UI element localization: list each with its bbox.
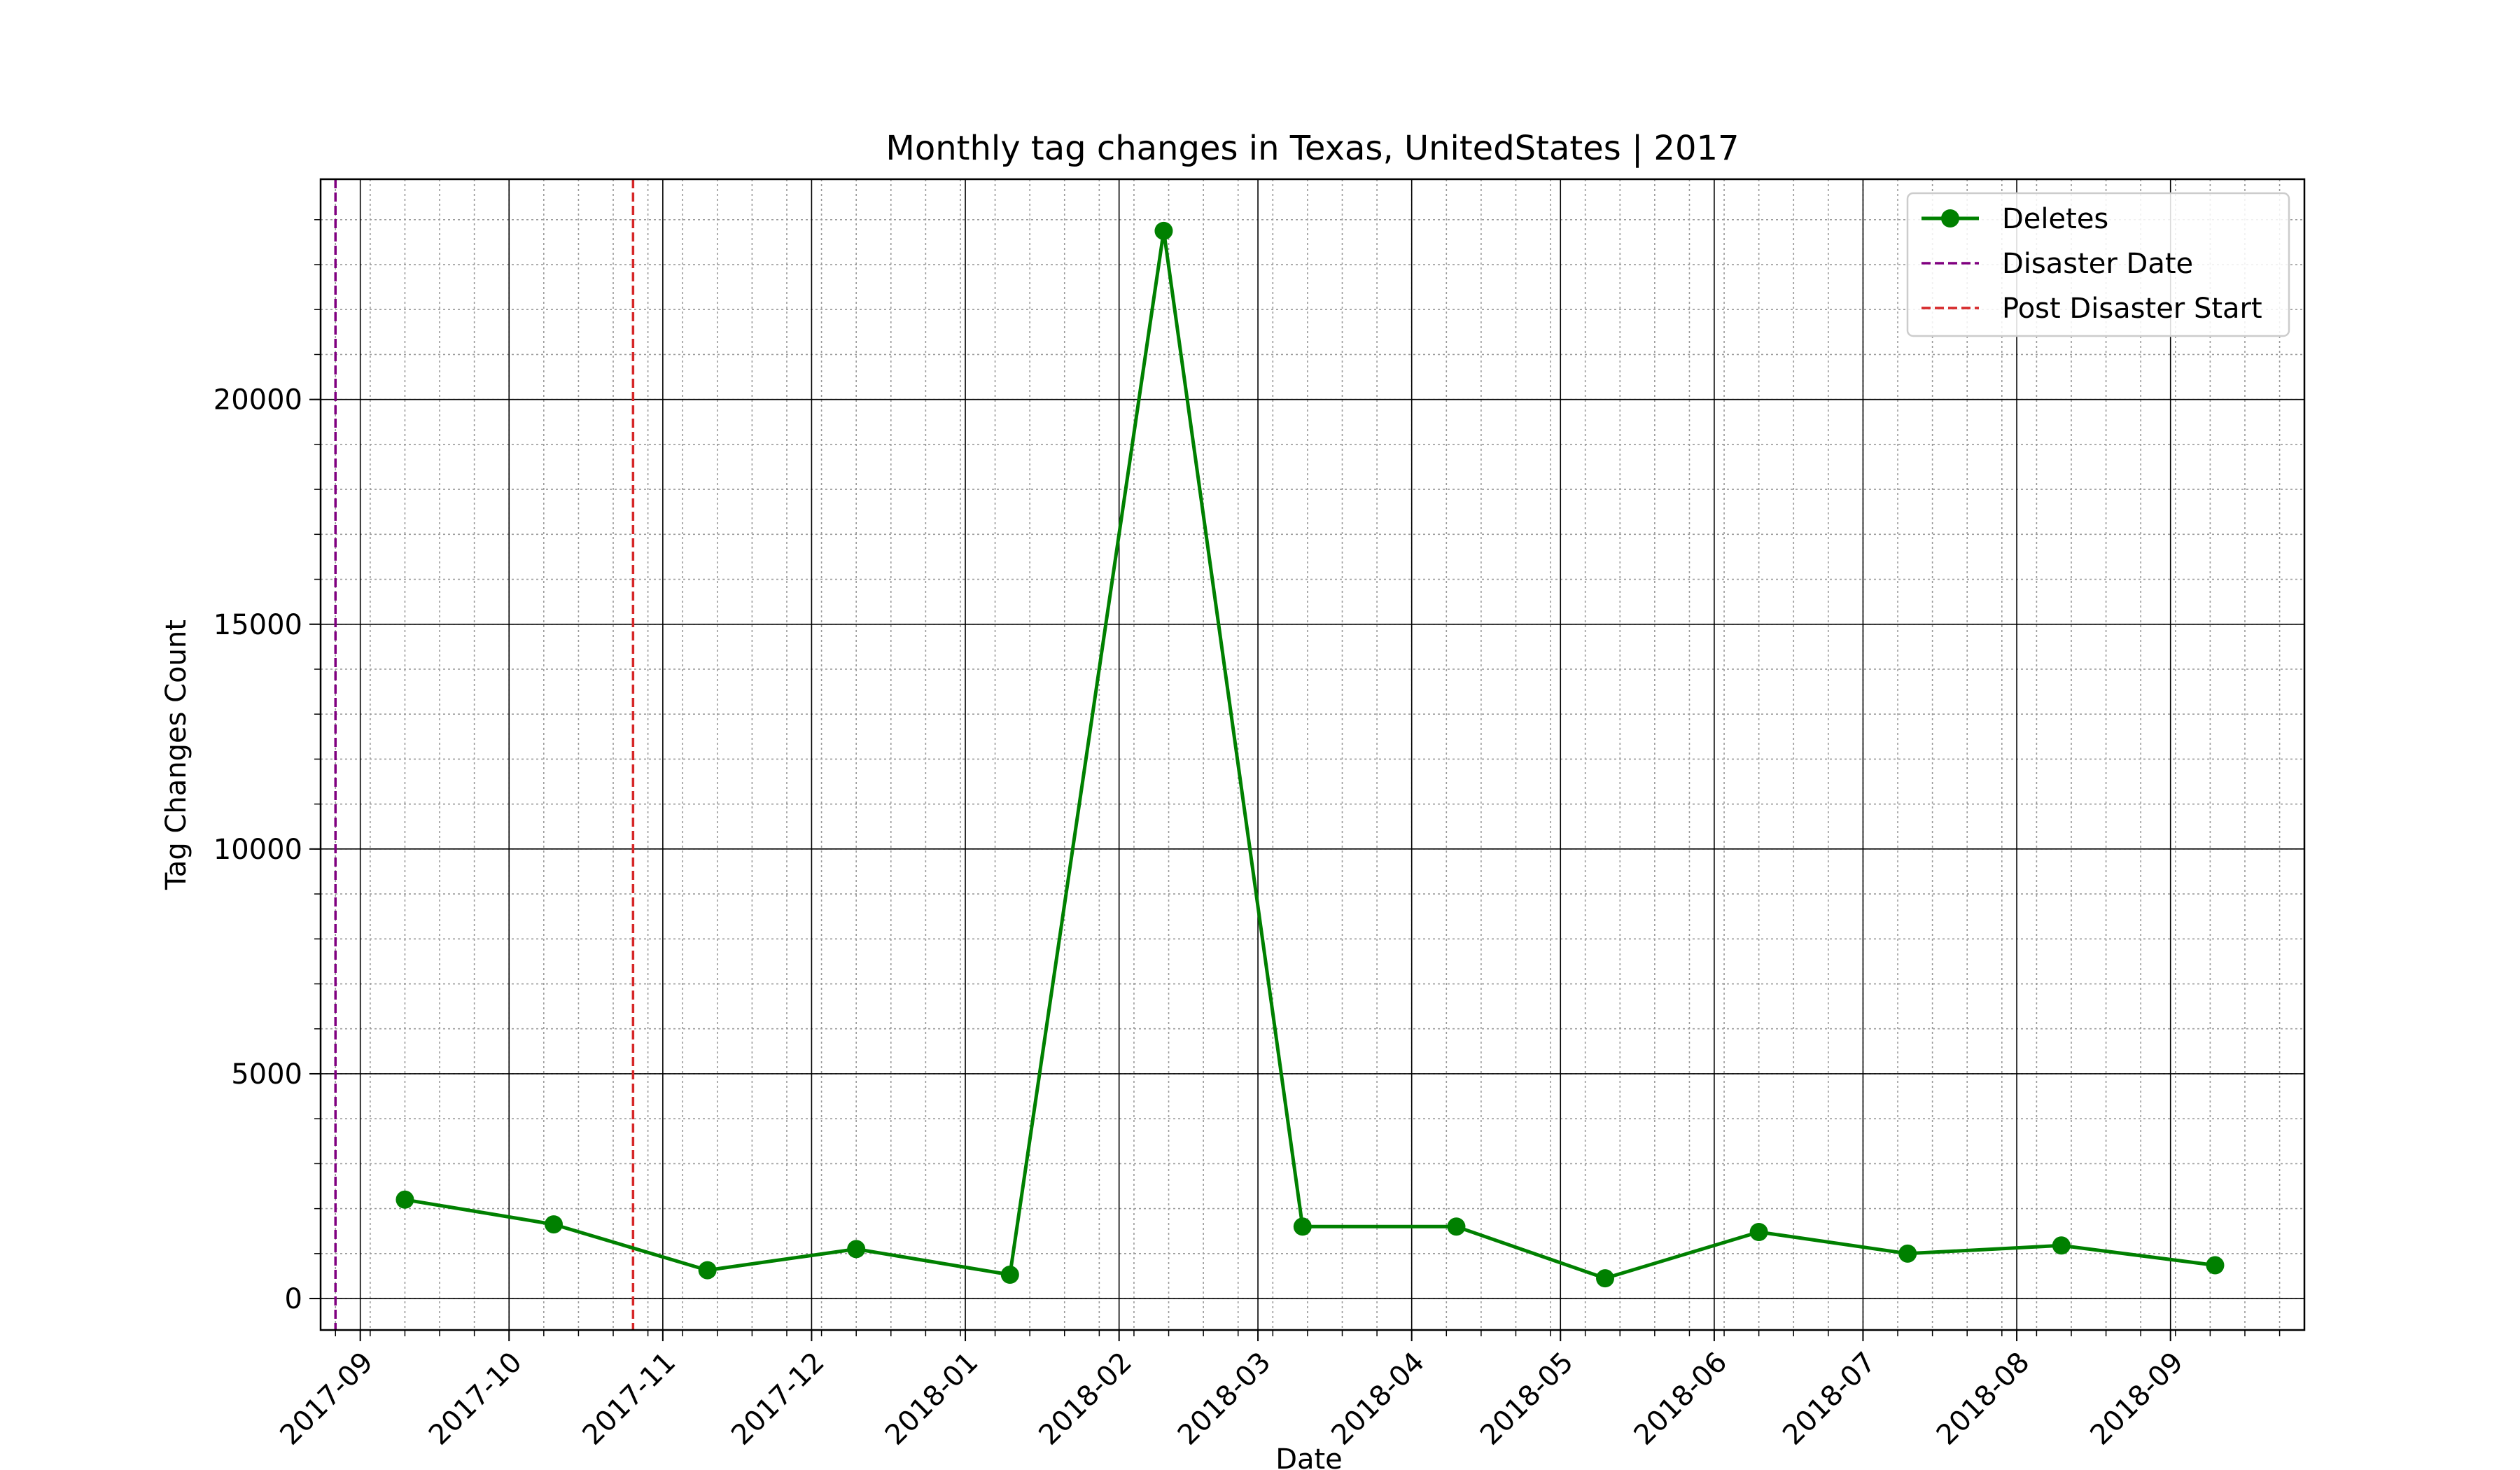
y-tick-label: 15000 xyxy=(214,609,302,641)
y-tick-label: 5000 xyxy=(231,1058,302,1091)
data-point xyxy=(1898,1244,1917,1263)
minor-grid xyxy=(321,179,2304,1330)
y-tick-label: 0 xyxy=(285,1283,302,1315)
data-point xyxy=(396,1190,414,1209)
y-axis-label: Tag Changes Count xyxy=(160,620,192,890)
legend-marker xyxy=(1941,209,1959,227)
series-layer xyxy=(396,221,2225,1288)
axis-ticks xyxy=(309,219,2281,1341)
legend-box xyxy=(1906,192,2290,337)
reference-lines xyxy=(334,179,635,1330)
data-point xyxy=(2052,1236,2071,1255)
data-point xyxy=(1154,221,1173,240)
data-point xyxy=(1447,1217,1466,1236)
data-point xyxy=(1749,1223,1768,1242)
data-point xyxy=(544,1215,563,1234)
data-point xyxy=(847,1240,866,1259)
legend-label: Disaster Date xyxy=(2002,248,2193,280)
legend-label: Post Disaster Start xyxy=(2002,293,2262,325)
data-point xyxy=(1293,1217,1312,1236)
legend-label: Deletes xyxy=(2002,203,2108,235)
plot-frame xyxy=(319,178,2306,1331)
chart-title: Monthly tag changes in Texas, UnitedStat… xyxy=(886,129,1739,168)
data-point xyxy=(698,1261,717,1280)
y-tick-label: 10000 xyxy=(214,834,302,866)
data-point xyxy=(1596,1269,1615,1288)
data-point xyxy=(1000,1266,1019,1284)
y-tick-labels: 0 5000 10000 15000 20000 xyxy=(214,384,302,1315)
x-axis-label: Date xyxy=(1275,1443,1343,1470)
major-grid xyxy=(321,179,2304,1330)
y-tick-label: 20000 xyxy=(214,384,302,416)
legend: Deletes Disaster Date Post Disaster Start xyxy=(1906,192,2290,337)
data-point xyxy=(2206,1256,2225,1275)
